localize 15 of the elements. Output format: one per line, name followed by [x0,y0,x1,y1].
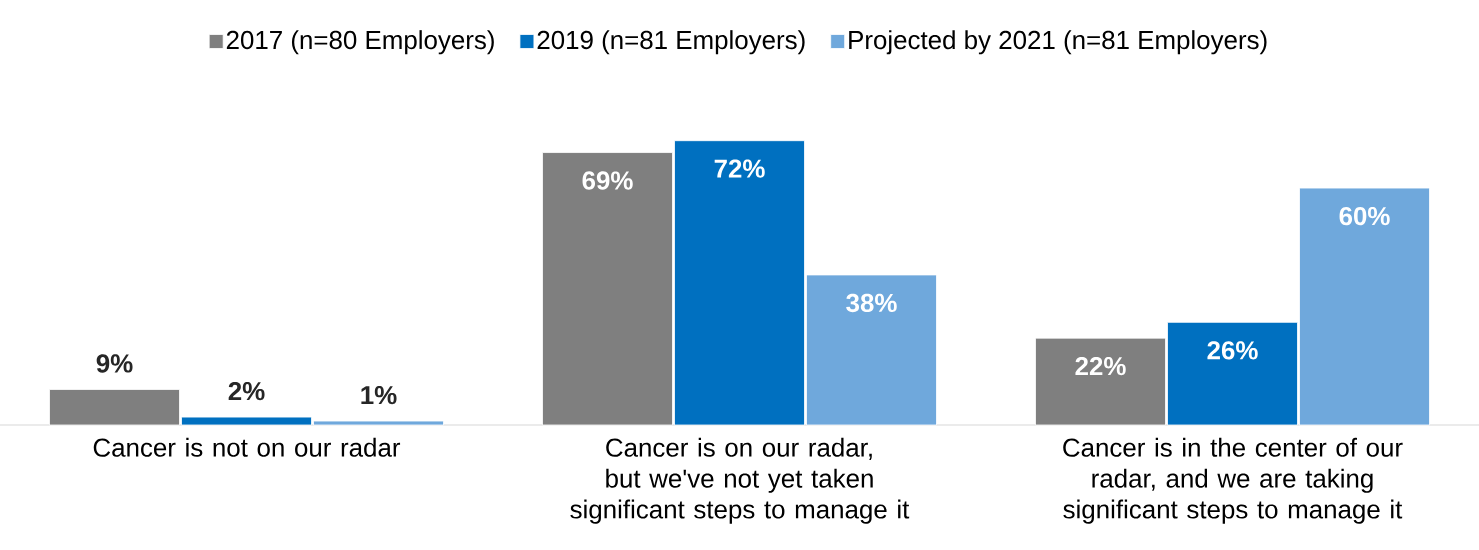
x-tick-label: Cancer is on our radar, but we've not yet taken significant steps to manage it [570,437,910,524]
data-label: 2% [228,381,265,401]
legend-label: 2017 (n=80 Employers) [226,30,494,55]
x-tick-label: Cancer is not on our radar [93,437,401,457]
data-label: 22% [1075,356,1126,376]
legend-label: 2019 (n=81 Employers) [537,30,805,55]
data-label: 69% [582,171,633,190]
data-label: 26% [1207,341,1258,360]
data-label: 1% [361,385,397,405]
data-label: 9% [96,354,133,373]
x-tick-label: Cancer is in the center of our radar, and we are taking significant steps to manage it [1063,437,1403,524]
legend-label: Projected by 2021 (n=81 Employers) [849,30,1267,55]
data-label: 72% [714,159,765,178]
data-label: 38% [846,293,897,313]
data-label: 60% [1339,206,1390,226]
